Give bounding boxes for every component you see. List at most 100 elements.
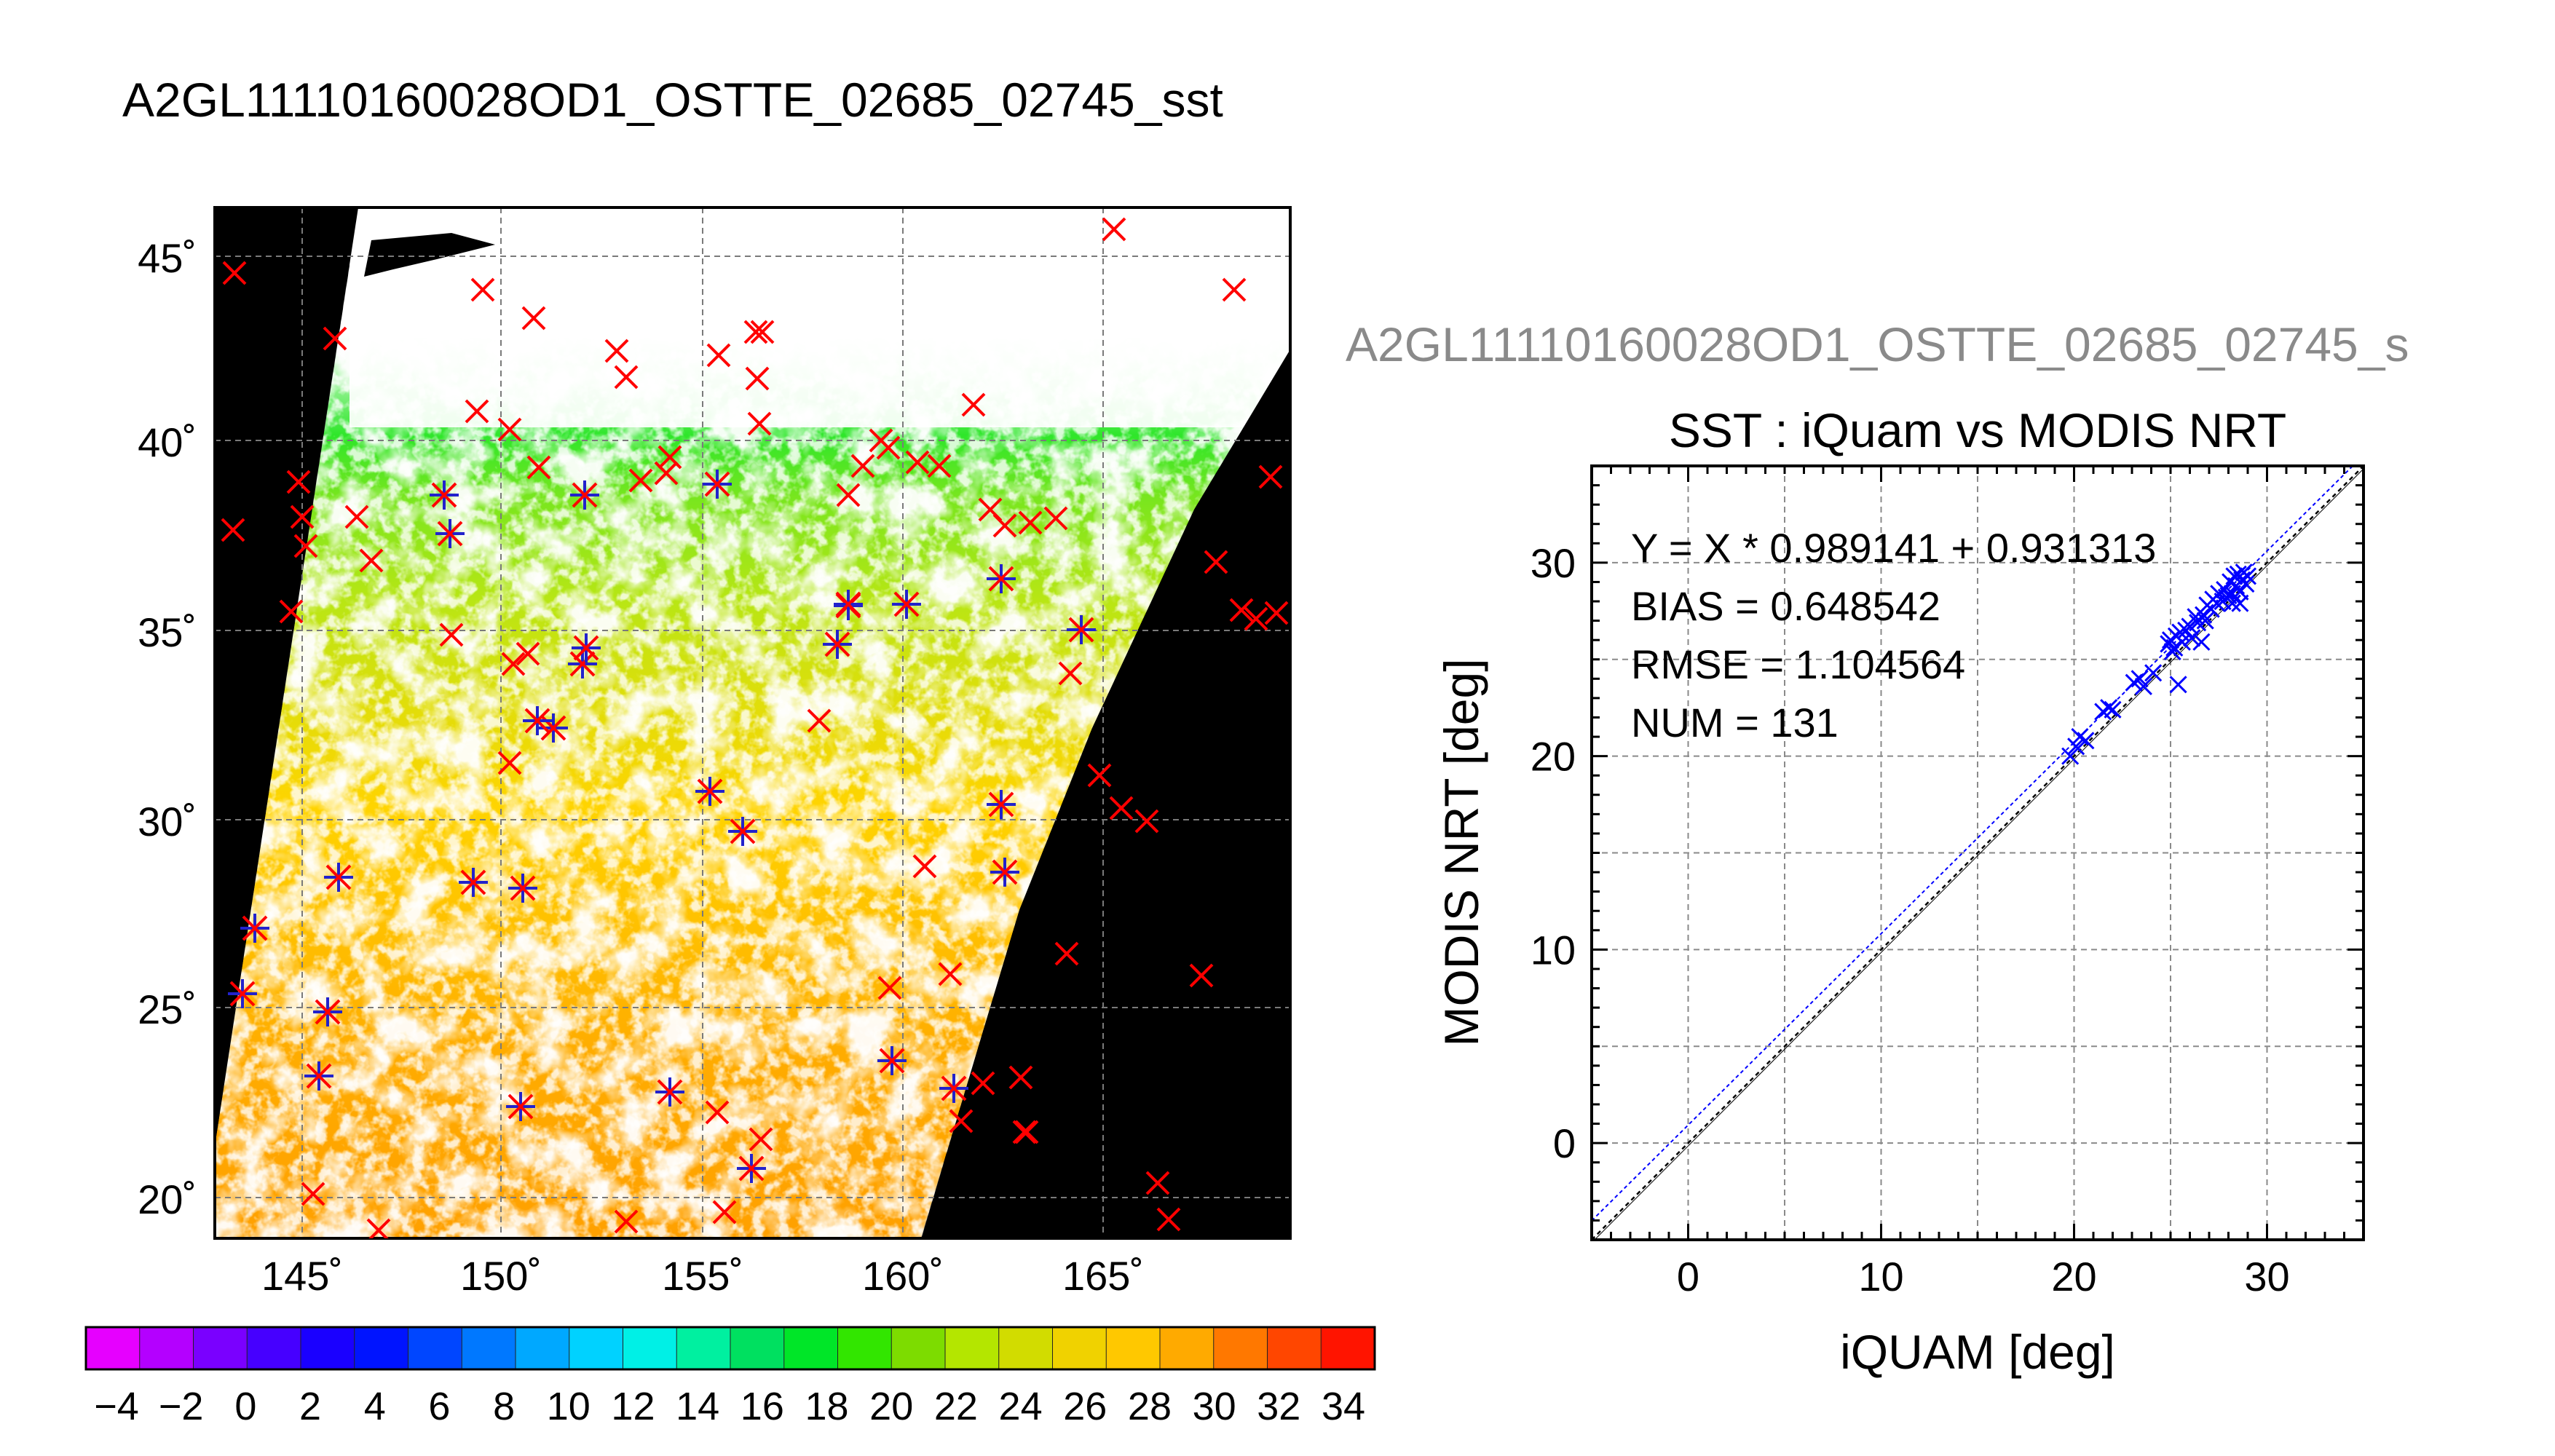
buoy-marker-x	[470, 277, 495, 302]
lat-tick-label: 45˚	[138, 235, 197, 281]
buoy-marker-x	[516, 641, 540, 666]
buoy-marker-star	[242, 915, 268, 941]
buoy-marker-x	[293, 534, 318, 558]
lat-tick-label: 35˚	[138, 609, 197, 655]
colorbar-swatch	[891, 1326, 946, 1370]
buoy-marker-x	[657, 445, 682, 470]
buoy-marker-x	[971, 1071, 995, 1096]
buoy-marker-x	[628, 468, 653, 493]
scatter-y-tick-label: 30	[1531, 540, 1576, 586]
buoy-marker-star	[893, 591, 920, 617]
buoy-marker-x	[1229, 598, 1254, 622]
buoy-marker-x	[221, 518, 245, 542]
colorbar-label: 22	[934, 1385, 978, 1428]
colorbar-swatch	[944, 1326, 1000, 1370]
colorbar-label: 24	[999, 1385, 1043, 1428]
buoy-marker-x	[978, 497, 1003, 522]
scatter-xlabel: iQUAM [deg]	[1840, 1325, 2115, 1379]
lon-tick-label: 150˚	[460, 1253, 542, 1299]
buoy-marker-x	[949, 1109, 974, 1133]
buoy-marker-x	[1222, 277, 1247, 302]
scatter-grid	[1592, 466, 2364, 1240]
scatter-point	[2104, 700, 2122, 719]
swath-clouds-fine	[215, 218, 1290, 1238]
top-cloud-band	[350, 209, 1290, 427]
buoy-marker-x	[927, 454, 952, 478]
buoy-marker-x	[1156, 1207, 1181, 1232]
buoy-marker-star	[569, 651, 596, 677]
colorbar-swatch	[569, 1326, 624, 1370]
buoy-marker-x	[905, 450, 930, 475]
scatter-point	[2061, 747, 2080, 765]
colorbar-label: 26	[1063, 1385, 1107, 1428]
buoy-marker-x	[323, 326, 347, 351]
colorbar-swatch	[1213, 1326, 1268, 1370]
main-title: A2GL11110160028OD1_OSTTE_02685_02745_sst	[122, 73, 1223, 127]
scatter-point	[2077, 732, 2095, 750]
buoy-marker-x	[368, 1218, 391, 1238]
buoy-marker-x	[614, 365, 639, 389]
buoy-marker-x	[750, 320, 775, 344]
buoy-marker-x	[712, 1200, 737, 1224]
buoy-marker-x	[1054, 941, 1079, 966]
colorbar-swatch	[1159, 1326, 1215, 1370]
buoy-marker-star	[704, 471, 730, 497]
scatter-stat-line: NUM = 131	[1631, 700, 1839, 745]
regression-line	[1592, 466, 2354, 1222]
buoy-marker-x	[344, 505, 369, 529]
scatter-y-tick-label: 20	[1531, 734, 1576, 780]
colorbar-label: 0	[234, 1385, 256, 1428]
swath-left-edge	[215, 207, 358, 1146]
colorbar-label: −2	[159, 1385, 204, 1428]
colorbar-label: 18	[805, 1385, 848, 1428]
scatter-stats: Y = X * 0.989141 + 0.931313 BIAS = 0.6485…	[1631, 525, 2156, 745]
buoy-marker-star	[229, 981, 256, 1007]
scatter-stat-line: RMSE = 1.104564	[1631, 641, 1965, 687]
lat-labels: 45˚ 40˚ 35˚ 30˚ 25˚ 20˚	[138, 235, 197, 1222]
buoy-marker-star	[572, 482, 598, 508]
colorbar-swatch	[515, 1326, 570, 1370]
buoy-marker-x	[1014, 1120, 1039, 1144]
buoy-marker-star	[697, 778, 723, 804]
buoy-marker-x	[501, 652, 526, 676]
colorbar-label: 6	[428, 1385, 450, 1428]
colorbar-frame	[84, 1326, 1376, 1371]
buoy-marker-x	[747, 411, 772, 436]
buoy-marker-star	[437, 521, 463, 547]
scatter-x-tick-label: 20	[2051, 1254, 2096, 1299]
scatter-y-tick-label: 0	[1553, 1120, 1576, 1166]
colorbar-swatch	[676, 1326, 731, 1370]
buoy-marker-x	[286, 470, 311, 494]
scatter-y-tick-label: 10	[1531, 927, 1576, 973]
buoy-marker-star	[988, 791, 1014, 818]
colorbar-swatch	[300, 1326, 355, 1370]
buoy-marker-x	[526, 455, 551, 480]
colorbar-label: 32	[1257, 1385, 1300, 1428]
lon-tick-label: 145˚	[261, 1253, 343, 1299]
colorbar-label: 8	[493, 1385, 515, 1428]
scatter-point	[2067, 737, 2085, 756]
buoy-marker-x	[876, 435, 901, 460]
colorbar-swatch	[730, 1326, 785, 1370]
colorbar-swatch	[246, 1326, 301, 1370]
buoy-marker-x	[1008, 1065, 1033, 1090]
buoy-marker-x	[1018, 510, 1043, 535]
buoy-marker-x	[614, 1209, 639, 1234]
land-kamchatka	[364, 233, 495, 277]
buoy-marker-x	[465, 399, 489, 424]
scatter-point	[2134, 677, 2152, 696]
colorbar-label: 14	[676, 1385, 719, 1428]
colorbar-labels: −4 −2 0 2 4 6 8 10 12 14 16 18 20 22 24 26 28 30 32 34	[94, 1385, 1365, 1428]
scatter-point	[2183, 629, 2201, 647]
scatter-x-tick-label: 10	[1858, 1254, 1903, 1299]
buoy-marker-x	[359, 548, 384, 573]
scatter-points	[2061, 563, 2257, 765]
lon-labels: 145˚ 150˚ 155˚ 160˚ 165˚	[261, 1253, 1144, 1299]
map-grid	[215, 207, 1290, 1238]
buoy-marker-star	[508, 1093, 534, 1120]
colorbar-swatches	[85, 1326, 1375, 1370]
buoy-marker-x	[992, 513, 1017, 538]
buoy-marker-star	[992, 859, 1018, 885]
buoy-marker-star	[510, 875, 536, 901]
colorbar-swatch	[998, 1326, 1054, 1370]
